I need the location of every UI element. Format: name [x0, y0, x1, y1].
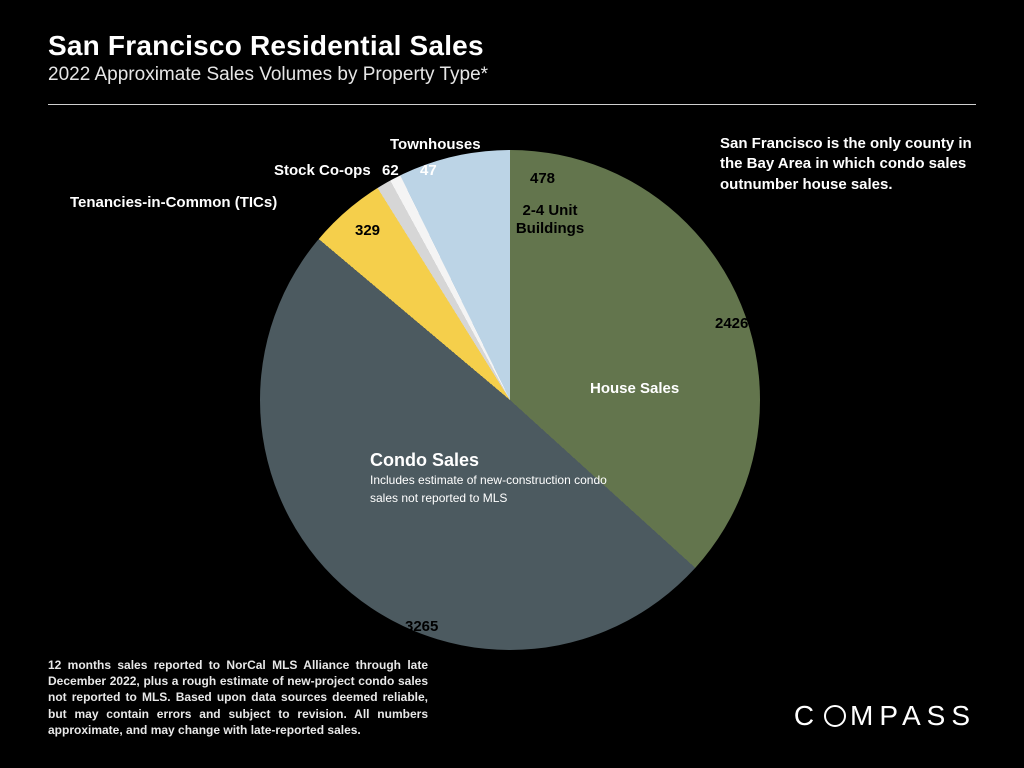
footnote: 12 months sales reported to NorCal MLS A…	[48, 657, 428, 738]
slice-value-multi: 478	[530, 170, 555, 187]
slice-label-townhouse: Townhouses	[390, 136, 481, 153]
slice-value-tic: 329	[355, 222, 380, 239]
chart-title: San Francisco Residential Sales	[48, 30, 976, 62]
slice-value-coop: 62	[382, 162, 399, 179]
slice-value-townhouse: 47	[420, 162, 437, 179]
slice-label-house: House Sales	[590, 380, 679, 397]
brand-logo: C MPASS	[794, 700, 976, 732]
logo-text-pre: C	[794, 700, 820, 732]
pie-chart: House Sales 2426 Condo Sales Includes es…	[260, 150, 760, 650]
slice-value-condo: 3265	[405, 618, 438, 635]
header-rule	[48, 104, 976, 105]
logo-text-post: MPASS	[850, 700, 976, 732]
slice-label-multi: 2-4 Unit Buildings	[510, 202, 590, 238]
slice-label-condo-text: Condo Sales	[370, 450, 479, 470]
slice-sublabel-condo: Includes estimate of new-construction co…	[370, 473, 607, 505]
chart-header: San Francisco Residential Sales 2022 App…	[48, 30, 976, 86]
slice-label-condo: Condo Sales Includes estimate of new-con…	[370, 450, 630, 506]
logo-o-icon	[824, 705, 846, 727]
slice-label-coop: Stock Co-ops	[274, 162, 371, 179]
chart-subtitle: 2022 Approximate Sales Volumes by Proper…	[48, 64, 976, 86]
slice-value-house: 2426	[715, 315, 748, 332]
slice-label-tic: Tenancies-in-Common (TICs)	[70, 194, 277, 211]
